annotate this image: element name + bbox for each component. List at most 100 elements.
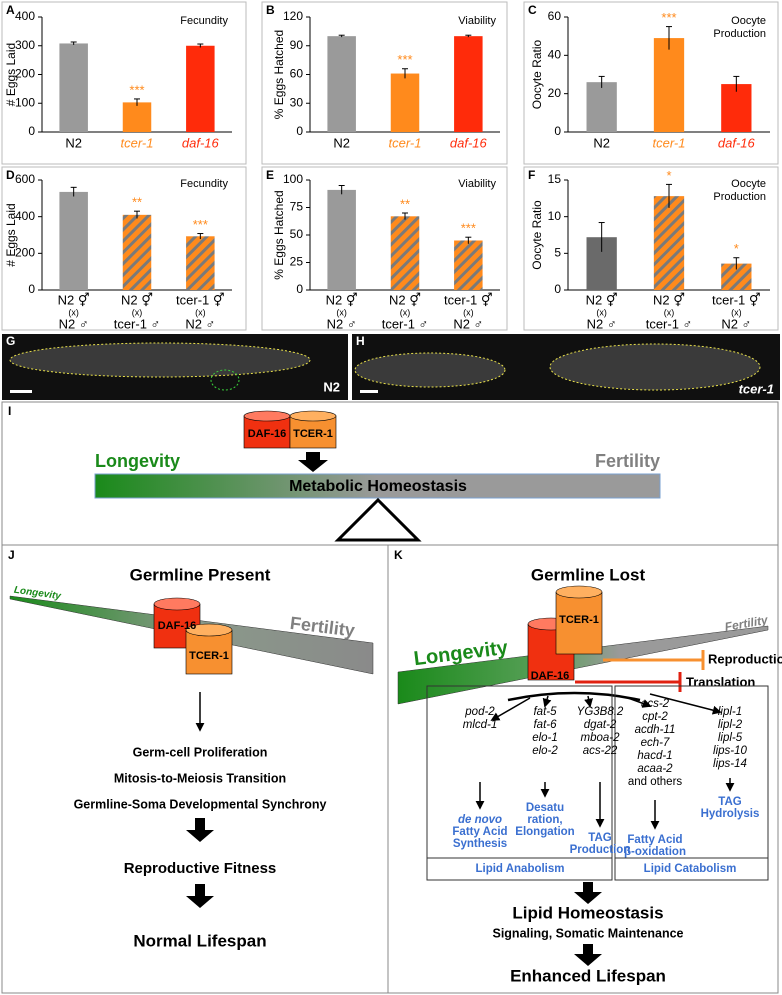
anabolism-label: Lipid Anabolism (475, 863, 564, 875)
daf16-label: DAF-16 (158, 620, 197, 632)
bar (122, 214, 152, 290)
significance: ** (132, 195, 142, 210)
chart-title: Viability (458, 15, 496, 27)
x-tick-label: tcer-1 ⚥ (712, 292, 761, 307)
cylinder-top (555, 585, 603, 599)
fertility-label: Fertility (595, 451, 660, 471)
arrow (490, 697, 531, 721)
y-tick-label: 100 (15, 95, 35, 109)
bar (186, 45, 215, 132)
chart-title: Fecundity (180, 15, 228, 27)
scale-bar (10, 390, 32, 393)
y-axis-label: # Eggs Laid (4, 43, 18, 106)
y-tick-label: 25 (290, 255, 304, 269)
chart-title: Production (713, 28, 766, 40)
chart-title: Oocyte (731, 15, 766, 27)
panel-letter: F (528, 168, 535, 182)
signaling: Signaling, Somatic Maintenance (492, 926, 683, 940)
gonad-outline (354, 352, 506, 388)
outcome: ration, (527, 814, 562, 826)
x-tick-label: N2 ⚥ (326, 292, 358, 307)
panel-frame (1, 1, 247, 165)
gene: mboa-2 (581, 732, 621, 744)
image-label: N2 (323, 379, 340, 394)
lifespan: Enhanced Lifespan (510, 966, 666, 985)
y-tick-label: 0 (296, 282, 303, 296)
outcome: β-oxidation (624, 846, 686, 858)
x-tick-label: N2 ♂ (587, 316, 617, 331)
bar (59, 43, 88, 133)
bar (122, 102, 152, 132)
bar (653, 38, 685, 133)
gene: lipl-1 (718, 706, 742, 718)
significance: *** (461, 221, 476, 236)
x-tick-label: (x) (68, 307, 79, 317)
outcome: TAG (588, 832, 611, 844)
y-tick-label: 20 (548, 86, 562, 100)
y-tick-label: 60 (290, 67, 304, 81)
tcer1-label: TCER-1 (189, 650, 229, 662)
y-axis-label: % Eggs Hatched (272, 30, 286, 119)
y-tick-label: 30 (290, 95, 304, 109)
x-tick-label: (x) (596, 307, 607, 317)
step: Germline-Soma Developmental Synchrony (74, 797, 327, 811)
gene: ech-7 (641, 737, 670, 749)
wedge (397, 625, 769, 705)
panel-letter: J (8, 548, 15, 562)
branch-arrows (475, 693, 735, 830)
significance: *** (397, 52, 412, 67)
outcome: Synthesis (453, 838, 507, 850)
bar (390, 216, 420, 290)
gene: acs-22 (583, 745, 618, 757)
panel-frame (1, 166, 247, 331)
outcome: Hydrolysis (701, 808, 760, 820)
gene: fat-5 (533, 706, 557, 718)
x-tick-label: N2 ♂ (721, 316, 751, 331)
x-tick-label: tcer-1 (653, 135, 686, 150)
x-tick-label: N2 ♂ (185, 316, 215, 331)
x-tick-label: daf-16 (718, 135, 756, 150)
fitness: Reproductive Fitness (124, 860, 277, 877)
outcome: Fatty Acid (452, 826, 507, 838)
x-tick-label: tcer-1 (121, 135, 154, 150)
y-tick-label: 0 (28, 282, 35, 296)
gene: and others (628, 776, 683, 788)
arrow (649, 693, 722, 715)
y-tick-label: 200 (15, 67, 35, 81)
y-axis-label: # Eggs Laid (4, 203, 18, 266)
outcome: Production (570, 844, 631, 856)
x-tick-label: N2 ♂ (453, 316, 483, 331)
outcome: de novo (458, 814, 502, 826)
cell-outline (210, 369, 240, 391)
arrow (584, 695, 594, 708)
scale-bar (360, 390, 378, 393)
panel-frame (261, 1, 508, 165)
gene: mlcd-1 (463, 719, 498, 731)
y-tick-label: 40 (548, 48, 562, 62)
significance: * (666, 168, 671, 183)
panel-letter: C (528, 3, 537, 17)
arrow (542, 695, 552, 708)
panel-letter: A (6, 3, 15, 17)
y-tick-label: 200 (15, 246, 35, 260)
gene: elo-1 (532, 732, 558, 744)
cylinder-top (185, 623, 233, 637)
anabolism-box (426, 685, 613, 881)
gonad-outline (9, 342, 311, 378)
micrograph-panels: G N2 H tcer-1 (2, 334, 780, 400)
gene: acaa-2 (637, 763, 673, 775)
y-tick-label: 400 (15, 9, 35, 23)
y-tick-label: 400 (15, 209, 35, 223)
y-tick-label: 0 (28, 124, 35, 138)
bar (390, 73, 420, 132)
longevity-label: Longevity (95, 451, 180, 471)
balance-bar (94, 473, 661, 499)
significance: *** (661, 10, 676, 25)
fulcrum (334, 497, 422, 542)
x-tick-label: (x) (731, 307, 742, 317)
bar (721, 84, 752, 132)
x-tick-label: N2 ⚥ (653, 292, 685, 307)
chart-title: Viability (458, 178, 496, 190)
x-tick-label: daf-16 (182, 135, 220, 150)
